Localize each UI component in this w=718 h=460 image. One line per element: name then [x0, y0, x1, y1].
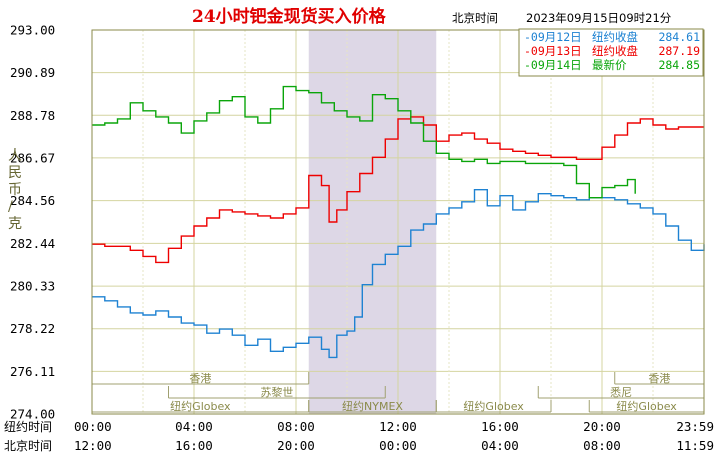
- legend-entry-1: -09月12日: [524, 30, 582, 44]
- x-tick-label: 11:59: [676, 438, 714, 453]
- market-label: 苏黎世: [260, 385, 293, 399]
- y-tick-label: 282.44: [10, 236, 55, 251]
- x-tick-label: 04:00: [175, 419, 213, 434]
- legend-entry-2: -09月13日: [524, 44, 582, 58]
- x-tick-label: 16:00: [481, 419, 519, 434]
- x-tick-label: 12:00: [74, 438, 112, 453]
- x-tick-label: 20:00: [277, 438, 315, 453]
- market-label: 香港: [189, 372, 211, 385]
- y-tick-label: 280.33: [10, 279, 55, 294]
- legend: -09月12日 纽约收盘 284.61 -09月13日 纽约收盘 287.19 -09月14…: [518, 28, 704, 77]
- market-label: 香港: [648, 372, 670, 385]
- y-tick-label: 284.56: [10, 193, 55, 208]
- market-label: 纽约Globex: [463, 399, 524, 413]
- x-tick-label: 08:00: [583, 438, 621, 453]
- timestamp: 2023年09月15日09时21分: [526, 11, 672, 25]
- x-tick-label: 00:00: [74, 419, 112, 434]
- y-tick-label: 278.22: [10, 321, 55, 336]
- market-label: 悉尼: [610, 386, 632, 399]
- shaded-session: [308, 30, 437, 414]
- y-tick-label: 274.00: [10, 407, 55, 422]
- y-tick-label: 288.78: [10, 108, 55, 123]
- x-tick-label: 08:00: [277, 419, 315, 434]
- legend-entry-3: -09月14日: [524, 58, 582, 72]
- x-row-label: 纽约时间: [4, 419, 52, 434]
- y-tick-label: 276.11: [10, 364, 55, 379]
- market-label: 纽约NYMEX: [342, 399, 403, 413]
- chart-title: 24小时钯金现货买入价格: [192, 6, 387, 27]
- x-tick-label: 16:00: [175, 438, 213, 453]
- x-tick-label: 12:00: [379, 419, 417, 434]
- y-tick-label: 290.89: [10, 65, 55, 80]
- legend-suffix-1: 纽约收盘: [592, 30, 638, 44]
- y-tick-label: 286.67: [10, 150, 55, 165]
- x-tick-label: 20:00: [583, 419, 621, 434]
- legend-value-3: 284.85: [658, 58, 700, 72]
- legend-value-1: 284.61: [658, 30, 700, 44]
- x-tick-label: 23:59: [676, 419, 714, 434]
- plot-frame: [91, 29, 705, 415]
- market-label: 纽约Globex: [170, 399, 231, 413]
- x-tick-label: 00:00: [379, 438, 417, 453]
- x-tick-label: 04:00: [481, 438, 519, 453]
- market-label: 纽约Globex: [616, 399, 677, 413]
- legend-suffix-2: 纽约收盘: [592, 44, 638, 58]
- y-axis-label: 人 民 币 / 克: [8, 148, 26, 232]
- y-tick-label: 293.00: [10, 23, 55, 38]
- series-line-3: [92, 85, 636, 199]
- legend-suffix-3: 最新价: [592, 58, 627, 72]
- legend-value-2: 287.19: [658, 44, 700, 58]
- legend-box: [518, 28, 704, 77]
- series-line-2: [92, 116, 704, 264]
- x-row-label: 北京时间: [4, 439, 52, 453]
- timezone-label: 北京时间: [452, 11, 498, 25]
